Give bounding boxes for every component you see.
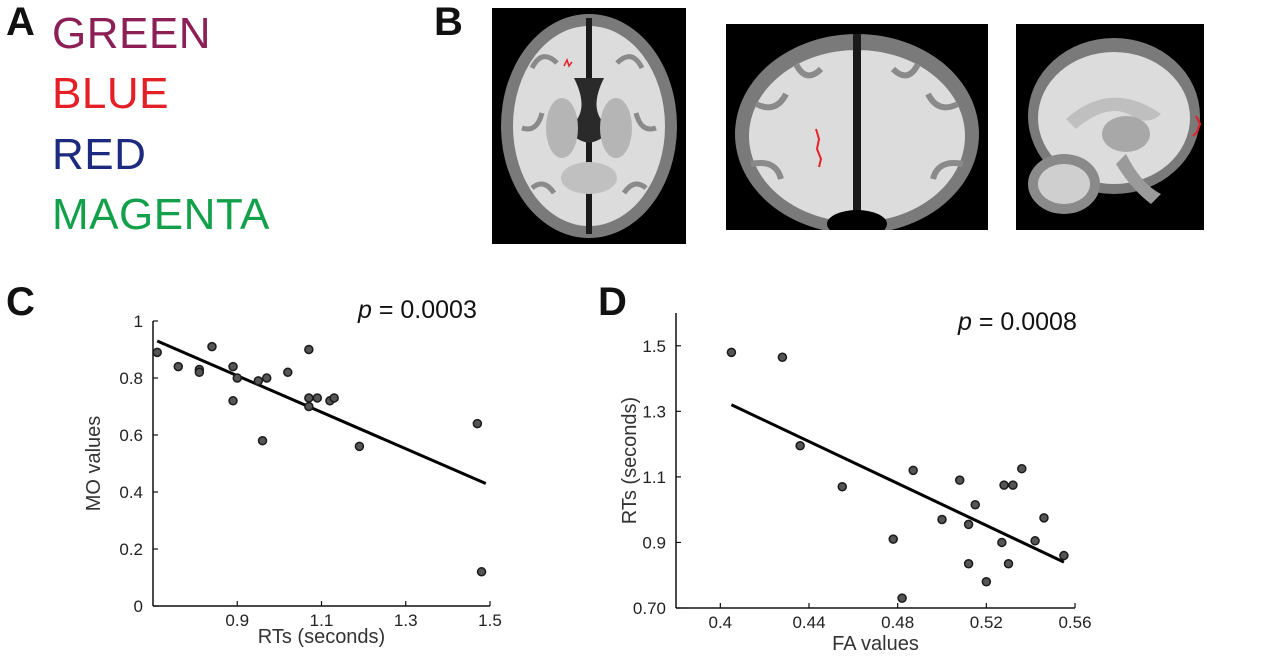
chart-c-x-axis-label: RTs (seconds) — [258, 626, 385, 648]
chart-c-data-point — [312, 393, 323, 403]
chart-c-data-point — [232, 373, 242, 383]
chart-d-data-point — [777, 352, 788, 362]
stroop-word-2: BLUE — [52, 69, 169, 118]
chart-d-data-point — [888, 534, 898, 544]
chart-c-data-point — [194, 367, 205, 378]
chart-d-trend-line — [730, 403, 1065, 564]
chart-d-data-point — [1059, 550, 1069, 561]
chart-c-y-tick-label: 1 — [134, 312, 143, 331]
chart-d-data-point — [963, 519, 974, 530]
chart-d-data-point — [963, 559, 974, 569]
chart-c-data-point — [304, 344, 314, 355]
chart-c-x-tick-label: 0.9 — [225, 611, 249, 630]
chart-c-data-point — [257, 435, 268, 446]
panel-label-b: B — [434, 0, 463, 44]
chart-c-data-point — [283, 367, 293, 378]
chart-c-data-point — [228, 361, 238, 372]
chart-c-data-point — [329, 393, 339, 403]
brain-axial-slice — [492, 8, 686, 244]
chart-d-data-point — [1003, 559, 1014, 569]
chart-d-x-tick-label: 0.48 — [881, 613, 914, 632]
chart-c-data-point — [253, 376, 264, 386]
chart-d-data-point — [937, 514, 947, 525]
brain-sagittal-slice — [1016, 24, 1204, 230]
panel-label-c: C — [6, 280, 35, 324]
chart-c-data-point — [207, 341, 217, 352]
chart-c-x-tick-label: 1.3 — [394, 611, 418, 630]
chart-d-data-point — [837, 481, 847, 492]
panel-label-d: D — [598, 280, 627, 324]
chart-c-y-axis-label: MO values — [83, 416, 105, 512]
chart-d-x-axis-label: FA values — [832, 633, 919, 655]
chart-c-data-point — [304, 401, 314, 412]
chart-c-data-point — [152, 347, 162, 358]
chart-c-x-tick-label: 1.5 — [478, 611, 502, 630]
chart-d-y-axis-label: RTs (seconds) — [619, 397, 641, 524]
chart-d-x-tick-label: 0.52 — [970, 613, 1003, 632]
chart-c-data-point — [261, 373, 272, 383]
chart-d-y-tick-label: 1.5 — [642, 337, 666, 356]
chart-d-p-value-annotation: p = 0.0008 — [957, 308, 1077, 336]
chart-d-data-point — [1008, 480, 1018, 490]
chart-c-data-point — [354, 441, 365, 452]
chart-c-y-tick-label: 0.2 — [119, 540, 143, 559]
chart-c-y-tick-label: 0 — [134, 597, 143, 616]
chart-d-y-tick-label: 1.3 — [642, 402, 666, 421]
brain-coronal-slice — [726, 24, 988, 230]
chart-c-x-tick-label: 1.1 — [310, 611, 334, 630]
stroop-word-1: GREEN — [52, 9, 211, 58]
chart-d-data-point — [908, 465, 918, 476]
chart-d-data-point — [1017, 463, 1027, 474]
chart-c-trend-line — [156, 339, 487, 485]
chart-d-y-tick-label: 0.9 — [642, 533, 666, 552]
chart-d-y-tick-label: 0.70 — [633, 599, 666, 618]
chart-c-y-tick-label: 0.8 — [119, 369, 143, 388]
chart-d-data-point — [981, 577, 992, 587]
chart-d-y-tick-label: 1.1 — [642, 468, 666, 487]
chart-d-data-point — [999, 480, 1009, 490]
chart-d-x-tick-label: 0.4 — [709, 613, 733, 632]
panel-label-a: A — [6, 0, 35, 44]
chart-c-data-point — [228, 396, 238, 406]
chart-d-x-tick-label: 0.44 — [792, 613, 825, 632]
chart-d-data-point — [897, 593, 907, 603]
chart-c-data-point — [304, 393, 314, 403]
chart-d-x-tick-label: 0.56 — [1058, 613, 1091, 632]
chart-d-data-point — [970, 500, 980, 510]
chart-d-data-point — [954, 475, 965, 485]
chart-d-data-point — [1039, 513, 1049, 523]
chart-c-data-point — [476, 567, 487, 577]
chart-c-data-point — [472, 418, 483, 429]
chart-c-data-point — [173, 361, 184, 372]
chart-c-y-tick-label: 0.4 — [119, 483, 143, 502]
chart-d-data-point — [1030, 536, 1040, 546]
chart-d-data-point — [726, 347, 737, 358]
stroop-word-3: RED — [52, 130, 147, 179]
chart-d-data-point — [795, 441, 805, 451]
chart-c-p-value-annotation: p = 0.0003 — [357, 296, 477, 324]
chart-c-y-tick-label: 0.6 — [119, 426, 143, 445]
stroop-word-4: MAGENTA — [52, 190, 270, 239]
chart-d-data-point — [997, 537, 1007, 548]
